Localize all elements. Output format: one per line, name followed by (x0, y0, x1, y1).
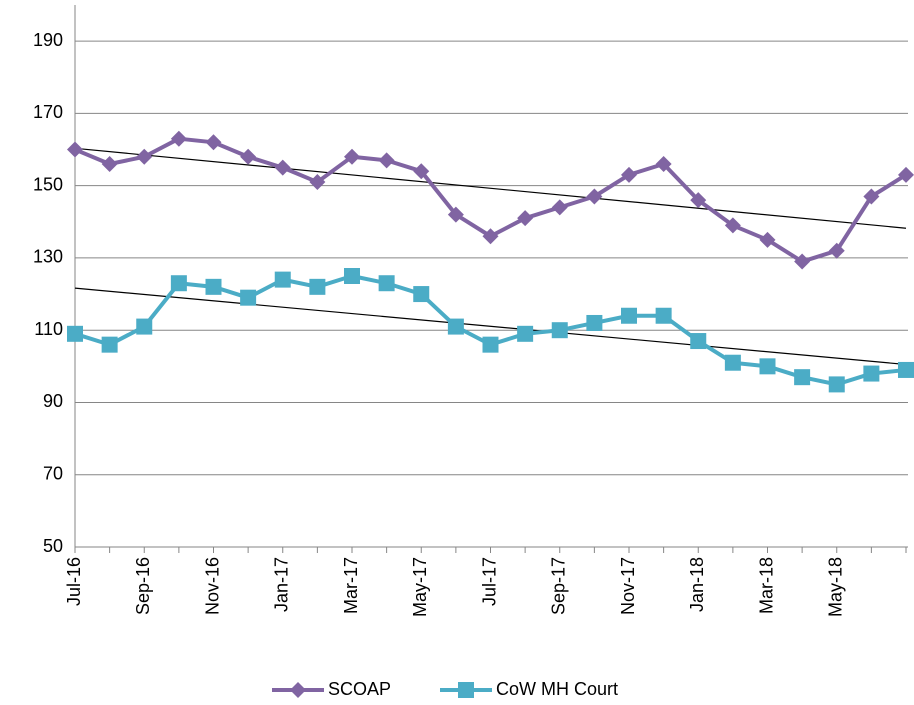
data-point (447, 206, 464, 223)
x-tick-label: Sep-17 (549, 557, 569, 615)
x-tick-label: Mar-17 (341, 557, 361, 614)
y-tick-label: 130 (33, 247, 63, 267)
data-point (344, 268, 360, 284)
trendline (74, 287, 907, 366)
x-tick-label: Jul-16 (64, 557, 84, 606)
data-point (274, 159, 291, 176)
data-point (690, 333, 707, 350)
y-tick-label: 110 (34, 319, 63, 339)
trendline (74, 147, 907, 229)
data-point (101, 155, 118, 172)
data-point (205, 278, 222, 295)
data-point (344, 148, 360, 165)
data-point (690, 192, 707, 209)
x-tick-label: Mar-18 (756, 557, 776, 614)
y-tick-label: 190 (33, 30, 63, 50)
x-tick-label: May-18 (826, 557, 846, 617)
data-point (863, 365, 880, 382)
data-point (274, 271, 291, 288)
y-tick-label: 170 (33, 102, 63, 122)
x-tick-label: Jan-17 (272, 557, 292, 612)
data-point (67, 141, 83, 158)
data-point (136, 148, 153, 165)
data-point (621, 307, 637, 324)
data-point (67, 325, 83, 342)
data-point (309, 174, 326, 191)
data-point (898, 361, 914, 378)
data-point (724, 217, 741, 234)
data-point (759, 231, 776, 248)
data-point (655, 155, 672, 172)
data-point (863, 188, 880, 205)
x-tick-label: May-17 (410, 557, 430, 617)
data-point (170, 130, 187, 147)
x-tick-label: Nov-16 (202, 557, 222, 615)
data-point (759, 358, 776, 375)
data-point (413, 286, 430, 303)
data-point (378, 275, 395, 292)
data-point (551, 322, 568, 339)
legend-marker (290, 682, 306, 698)
x-tick-label: Jan-18 (687, 557, 707, 612)
data-point (586, 188, 603, 205)
data-point (586, 314, 603, 331)
data-point (170, 275, 187, 292)
legend-label: SCOAP (328, 679, 391, 699)
data-point (136, 318, 153, 335)
data-point (240, 289, 257, 306)
x-tick-label: Jul-17 (479, 557, 499, 606)
data-point (482, 336, 499, 353)
data-point (205, 134, 222, 151)
data-point (724, 354, 741, 371)
data-point (378, 152, 395, 169)
data-point (240, 148, 257, 165)
data-point (898, 166, 914, 183)
data-point (413, 163, 430, 180)
y-tick-label: 90 (43, 391, 63, 411)
y-tick-label: 150 (33, 174, 63, 194)
data-point (309, 278, 326, 295)
data-point (517, 210, 534, 227)
data-point (794, 253, 811, 270)
data-point (101, 336, 118, 353)
data-point (828, 242, 845, 259)
data-point (551, 199, 568, 216)
data-point (447, 318, 464, 335)
legend-marker (458, 682, 474, 698)
x-tick-label: Sep-16 (133, 557, 153, 615)
x-tick-label: Nov-17 (618, 557, 638, 615)
data-point (517, 325, 534, 342)
data-point (482, 228, 499, 245)
data-point (794, 369, 811, 386)
data-point (621, 166, 637, 183)
data-point (828, 376, 845, 393)
y-tick-label: 70 (43, 463, 63, 483)
legend-label: CoW MH Court (496, 679, 618, 699)
data-point (655, 307, 672, 324)
y-tick-label: 50 (43, 536, 63, 556)
